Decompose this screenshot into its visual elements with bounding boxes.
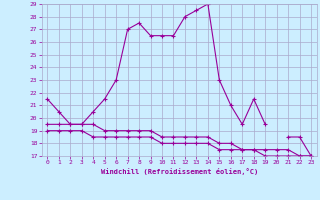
X-axis label: Windchill (Refroidissement éolien,°C): Windchill (Refroidissement éolien,°C) bbox=[100, 168, 258, 175]
